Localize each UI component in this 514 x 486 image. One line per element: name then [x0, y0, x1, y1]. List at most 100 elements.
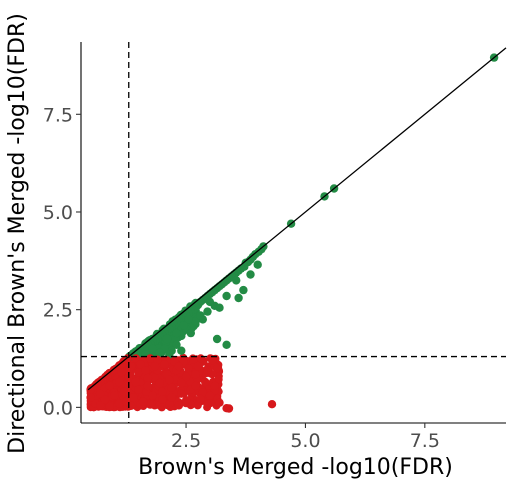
data-point: [162, 334, 172, 344]
data-point: [95, 401, 105, 410]
data-point: [186, 328, 195, 338]
x-axis-title: Brown's Merged -log10(FDR): [138, 455, 453, 480]
data-point: [165, 400, 174, 409]
data-point: [171, 375, 180, 384]
data-point: [267, 400, 277, 409]
y-axis-title: Directional Brown's Merged -log10(FDR): [5, 13, 30, 454]
data-point: [95, 389, 105, 398]
y-tick-label: 7.5: [43, 104, 73, 126]
data-point: [131, 377, 141, 387]
data-point: [184, 364, 193, 373]
y-tick-label: 5.0: [43, 202, 73, 224]
data-point: [179, 321, 188, 330]
data-point: [234, 293, 243, 303]
data-point: [117, 368, 126, 377]
data-point: [215, 398, 224, 407]
data-point: [213, 364, 221, 373]
data-point: [232, 276, 241, 285]
data-point: [222, 340, 231, 349]
data-point: [222, 291, 231, 301]
data-point: [205, 391, 215, 400]
data-point: [100, 395, 110, 404]
data-point: [239, 285, 248, 295]
data-point: [134, 368, 143, 377]
data-point: [203, 400, 212, 409]
data-point: [196, 311, 205, 320]
data-point: [203, 307, 212, 316]
data-point: [167, 393, 176, 402]
data-point: [143, 373, 153, 383]
data-point: [146, 400, 155, 409]
data-point: [105, 402, 114, 411]
data-point: [138, 397, 148, 406]
data-point: [253, 260, 262, 269]
x-axis-ticks: 2.5 5.0 7.5: [171, 423, 440, 452]
data-point: [105, 381, 114, 391]
data-point: [203, 366, 212, 375]
data-point: [148, 344, 157, 353]
x-tick-label: 7.5: [410, 430, 440, 452]
axes: 2.5 5.0 7.5 0.0 2.5 5.0 7.5: [43, 42, 506, 452]
data-point: [172, 340, 181, 349]
data-point: [181, 372, 191, 382]
data-point: [208, 356, 217, 365]
data-point: [129, 393, 138, 402]
data-point: [191, 370, 200, 379]
data-point: [205, 297, 215, 307]
data-point: [115, 377, 124, 387]
data-point: [177, 346, 186, 355]
data-point: [193, 401, 202, 410]
data-point: [155, 378, 164, 388]
data-point: [119, 387, 129, 396]
data-point: [153, 355, 162, 364]
data-point: [189, 355, 198, 364]
x-tick-label: 5.0: [290, 430, 320, 452]
y-axis-ticks: 0.0 2.5 5.0 7.5: [43, 104, 81, 419]
data-point: [115, 399, 124, 408]
data-point: [177, 389, 186, 398]
data-point: [196, 354, 205, 363]
data-point: [201, 377, 210, 387]
data-point: [193, 362, 203, 371]
data-point: [210, 381, 219, 391]
x-tick-label: 2.5: [171, 430, 201, 452]
data-point: [155, 348, 164, 357]
data-points: [86, 53, 499, 413]
data-point: [134, 385, 143, 394]
data-point: [165, 375, 174, 385]
data-point: [198, 388, 207, 397]
data-point: [224, 404, 234, 413]
data-point: [191, 381, 200, 391]
data-point: [150, 373, 159, 382]
data-point: [181, 396, 191, 405]
data-point: [167, 383, 176, 392]
data-point: [86, 385, 95, 394]
data-point: [148, 391, 157, 400]
data-point: [172, 328, 181, 338]
identity-line: [87, 47, 507, 391]
data-point: [215, 303, 224, 312]
data-point: [110, 391, 119, 400]
data-point: [141, 366, 150, 375]
data-point: [191, 317, 200, 326]
data-point: [212, 334, 222, 344]
data-point: [136, 360, 145, 369]
data-point: [174, 362, 184, 371]
data-point: [184, 315, 193, 324]
data-point: [150, 362, 160, 371]
data-point: [158, 395, 167, 404]
data-point: [160, 360, 169, 369]
data-point: [146, 354, 155, 363]
data-point: [246, 270, 255, 279]
data-point: [177, 378, 186, 388]
data-point: [86, 393, 95, 402]
data-point: [196, 394, 205, 403]
reference-lines: [81, 42, 507, 423]
y-tick-label: 2.5: [43, 300, 73, 322]
y-tick-label: 0.0: [43, 397, 73, 419]
data-point: [174, 401, 184, 410]
data-point: [214, 375, 223, 384]
data-point: [143, 381, 153, 391]
data-point: [158, 387, 167, 396]
